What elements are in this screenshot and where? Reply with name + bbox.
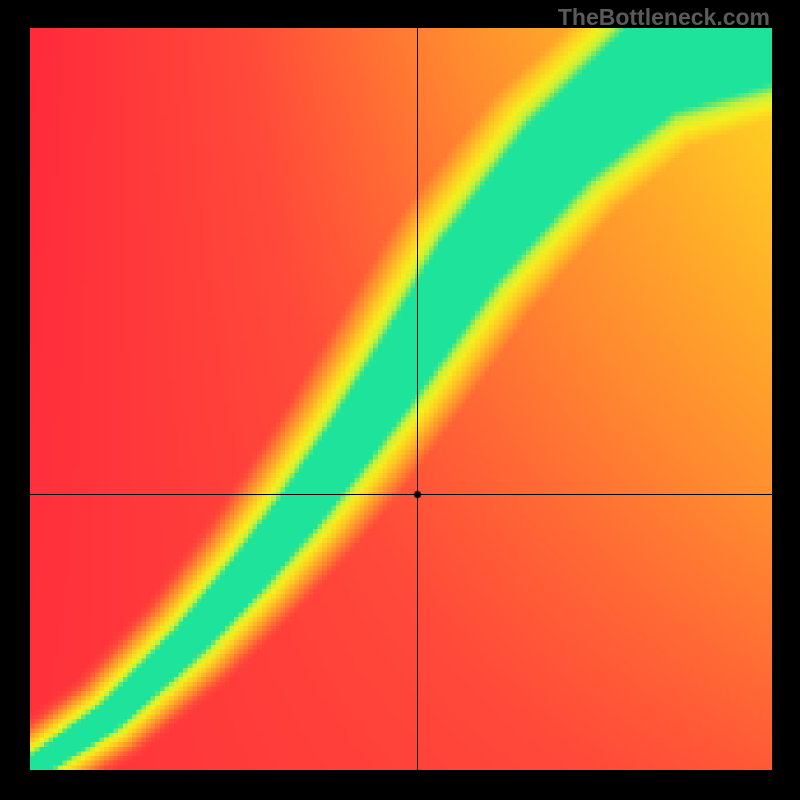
watermark-text: TheBottleneck.com [558,4,770,31]
bottleneck-heatmap [30,28,772,770]
crosshair-dot [413,490,422,499]
chart-container: TheBottleneck.com [0,0,800,800]
crosshair-vertical [417,28,418,770]
crosshair-horizontal [30,494,772,495]
